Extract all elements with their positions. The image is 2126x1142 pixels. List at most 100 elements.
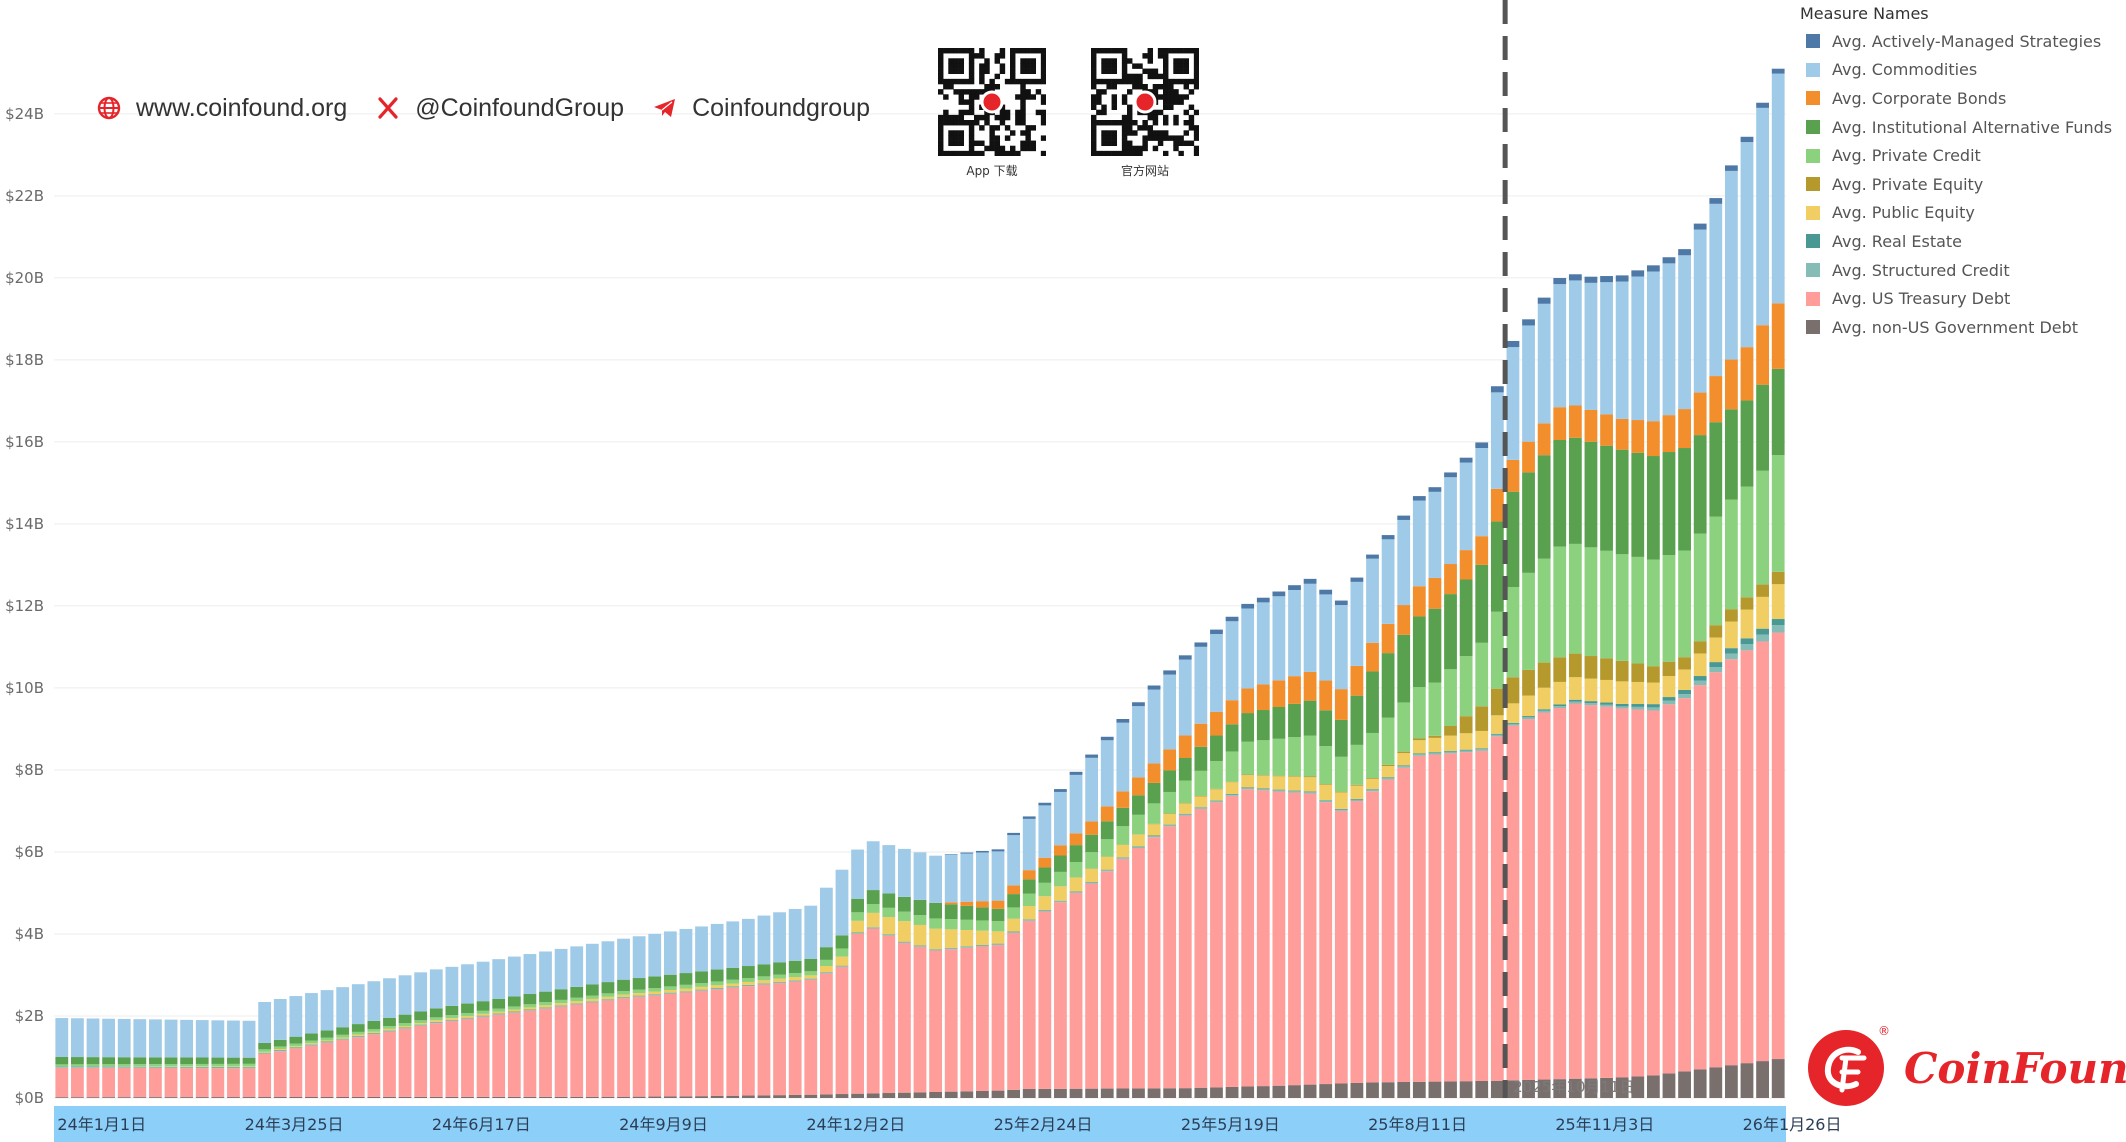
bar-stack[interactable] bbox=[1147, 685, 1161, 1098]
bar-stack[interactable] bbox=[1116, 718, 1130, 1098]
bar-stack[interactable] bbox=[523, 954, 537, 1098]
bar-stack[interactable] bbox=[741, 918, 755, 1098]
bar-stack[interactable] bbox=[86, 1018, 100, 1098]
bar-stack[interactable] bbox=[585, 943, 599, 1098]
bar-stack[interactable] bbox=[429, 969, 443, 1098]
bar-stack[interactable] bbox=[1225, 616, 1239, 1098]
bar-stack[interactable] bbox=[1506, 340, 1520, 1098]
legend-item[interactable]: Avg. Institutional Alternative Funds bbox=[1800, 113, 2122, 142]
legend-item[interactable]: Avg. Private Equity bbox=[1800, 170, 2122, 199]
qr-app-download[interactable]: App 下载 bbox=[936, 48, 1048, 179]
bar-stack[interactable] bbox=[851, 849, 864, 1098]
bar-stack[interactable] bbox=[1459, 457, 1473, 1098]
bar-stack[interactable] bbox=[1163, 670, 1177, 1098]
legend-item[interactable]: Avg. Structured Credit bbox=[1800, 256, 2122, 285]
bar-stack[interactable] bbox=[1256, 597, 1270, 1098]
bar-stack[interactable] bbox=[1600, 276, 1613, 1098]
bar-stack[interactable] bbox=[1210, 629, 1223, 1098]
bar-stack[interactable] bbox=[164, 1019, 178, 1098]
bar-stack[interactable] bbox=[320, 990, 334, 1098]
bar-stack[interactable] bbox=[1054, 789, 1067, 1098]
bar-stack[interactable] bbox=[944, 854, 958, 1098]
bar-stack[interactable] bbox=[383, 978, 396, 1098]
bar-stack[interactable] bbox=[726, 921, 740, 1098]
bar-stack[interactable] bbox=[305, 993, 318, 1098]
bar-stack[interactable] bbox=[554, 948, 568, 1098]
bar-stack[interactable] bbox=[1022, 816, 1036, 1098]
bar-stack[interactable] bbox=[55, 1018, 69, 1098]
bar-stack[interactable] bbox=[913, 852, 927, 1098]
bar-stack[interactable] bbox=[1646, 265, 1660, 1098]
bar-stack[interactable] bbox=[866, 841, 880, 1098]
bar-stack[interactable] bbox=[211, 1020, 225, 1098]
bar-stack[interactable] bbox=[1397, 515, 1411, 1098]
bar-stack[interactable] bbox=[242, 1020, 256, 1098]
bar-stack[interactable] bbox=[1568, 274, 1582, 1098]
legend-item[interactable]: Avg. non-US Government Debt bbox=[1800, 313, 2122, 342]
bar-stack[interactable] bbox=[757, 915, 771, 1098]
bar-stack[interactable] bbox=[1100, 736, 1114, 1098]
bar-stack[interactable] bbox=[617, 938, 630, 1098]
bar-stack[interactable] bbox=[773, 912, 786, 1098]
bar-stack[interactable] bbox=[1350, 577, 1364, 1098]
bar-stack[interactable] bbox=[1475, 442, 1489, 1098]
bar-stack[interactable] bbox=[476, 961, 490, 1098]
bar-stack[interactable] bbox=[336, 987, 350, 1098]
legend-item[interactable]: Avg. Private Credit bbox=[1800, 141, 2122, 170]
bar-stack[interactable] bbox=[1771, 68, 1785, 1098]
bar-stack[interactable] bbox=[367, 981, 381, 1098]
legend-item[interactable]: Avg. Corporate Bonds bbox=[1800, 84, 2122, 113]
bar-stack[interactable] bbox=[507, 956, 521, 1098]
bar-stack[interactable] bbox=[882, 845, 896, 1098]
bar-stack[interactable] bbox=[1381, 535, 1395, 1098]
bar-stack[interactable] bbox=[1444, 472, 1457, 1098]
legend-item[interactable]: Avg. US Treasury Debt bbox=[1800, 284, 2122, 313]
bar-stack[interactable] bbox=[71, 1018, 84, 1098]
bar-stack[interactable] bbox=[1085, 754, 1099, 1098]
bar-stack[interactable] bbox=[1693, 223, 1707, 1098]
bar-stack[interactable] bbox=[1178, 655, 1192, 1098]
bar-stack[interactable] bbox=[929, 855, 943, 1098]
bar-stack[interactable] bbox=[1740, 136, 1754, 1098]
qr-official-site[interactable]: 官方网站 bbox=[1089, 48, 1201, 179]
bar-stack[interactable] bbox=[180, 1019, 194, 1098]
bar-stack[interactable] bbox=[1615, 275, 1629, 1098]
bar-stack[interactable] bbox=[1069, 771, 1083, 1098]
bar-stack[interactable] bbox=[1288, 585, 1301, 1098]
bar-stack[interactable] bbox=[1678, 249, 1691, 1098]
bar-stack[interactable] bbox=[835, 869, 849, 1098]
bar-stack[interactable] bbox=[1724, 165, 1738, 1098]
bar-stack[interactable] bbox=[102, 1018, 116, 1098]
bar-stack[interactable] bbox=[991, 849, 1005, 1098]
bar-stack[interactable] bbox=[539, 951, 552, 1098]
bar-stack[interactable] bbox=[258, 1001, 272, 1098]
bar-stack[interactable] bbox=[1272, 591, 1286, 1098]
legend-item[interactable]: Avg. Real Estate bbox=[1800, 227, 2122, 256]
bar-stack[interactable] bbox=[788, 908, 802, 1098]
bar-stack[interactable] bbox=[710, 923, 724, 1098]
bar-stack[interactable] bbox=[804, 905, 818, 1098]
bar-stack[interactable] bbox=[1490, 386, 1504, 1098]
bar-stack[interactable] bbox=[679, 928, 693, 1098]
legend-item[interactable]: Avg. Public Equity bbox=[1800, 199, 2122, 228]
bar-stack[interactable] bbox=[445, 966, 459, 1098]
bar-stack[interactable] bbox=[1756, 102, 1769, 1098]
bar-stack[interactable] bbox=[492, 959, 506, 1098]
bar-stack[interactable] bbox=[570, 946, 584, 1098]
bar-stack[interactable] bbox=[1241, 603, 1255, 1098]
bar-stack[interactable] bbox=[461, 964, 474, 1098]
bar-stack[interactable] bbox=[632, 936, 646, 1098]
bar-stack[interactable] bbox=[648, 933, 662, 1098]
bar-stack[interactable] bbox=[1038, 802, 1052, 1098]
bar-stack[interactable] bbox=[414, 972, 428, 1098]
bar-stack[interactable] bbox=[819, 887, 833, 1098]
bar-stack[interactable] bbox=[1522, 319, 1535, 1098]
bar-stack[interactable] bbox=[1709, 198, 1723, 1098]
bar-stack[interactable] bbox=[601, 941, 615, 1098]
legend-item[interactable]: Avg. Actively-Managed Strategies bbox=[1800, 27, 2122, 56]
bar-stack[interactable] bbox=[1303, 578, 1317, 1098]
bar-stack[interactable] bbox=[1428, 487, 1442, 1098]
bar-stack[interactable] bbox=[273, 998, 287, 1098]
website-link[interactable]: www.coinfound.org bbox=[96, 94, 347, 123]
bar-stack[interactable] bbox=[351, 984, 365, 1098]
